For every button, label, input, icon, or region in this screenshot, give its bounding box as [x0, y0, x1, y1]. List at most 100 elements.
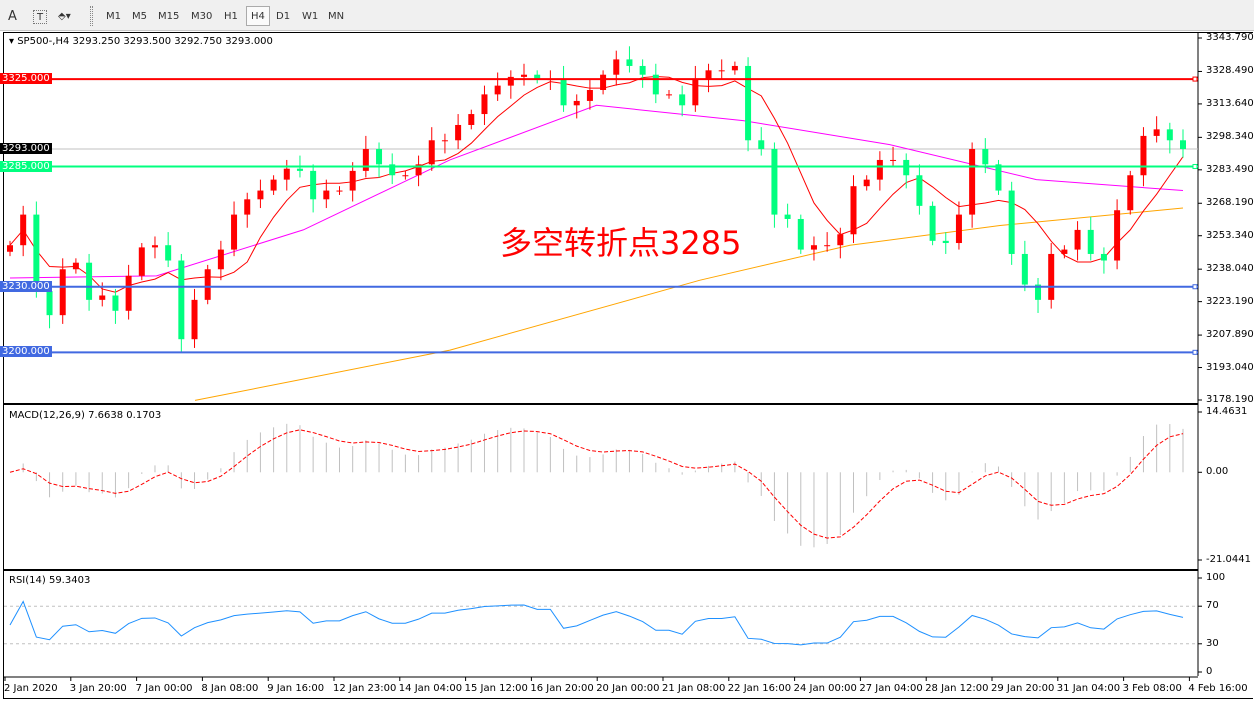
timeframe-m5[interactable]: M5: [132, 11, 147, 22]
candle-body: [665, 94, 672, 96]
time-axis-label: 3 Feb 08:00: [1122, 683, 1182, 694]
current-price-tag: 3293.000: [0, 143, 52, 155]
chart-symbol-info: SP500-,H4 3293.250 3293.500 3292.750 329…: [17, 36, 273, 47]
line-handle: [1192, 164, 1198, 170]
timeframe-h4[interactable]: H4: [246, 6, 270, 26]
candle-body: [494, 85, 501, 95]
candle-body: [1127, 175, 1134, 211]
timeframe-m30[interactable]: M30: [191, 11, 213, 22]
pivot-annotation[interactable]: 多空转折点3285: [500, 224, 742, 262]
candle-body: [586, 90, 593, 101]
candle-body: [824, 245, 831, 247]
candle-body: [929, 205, 936, 241]
candle-body: [903, 159, 910, 176]
candle-body: [718, 70, 725, 72]
candle-body: [507, 76, 514, 86]
timeframe-m15[interactable]: M15: [158, 11, 180, 22]
candle-body: [692, 79, 699, 106]
candle-body: [982, 149, 989, 165]
candle-body: [1035, 284, 1042, 300]
candle-body: [1021, 253, 1028, 285]
price-tick-label: 3193.040: [1206, 361, 1254, 373]
time-axis-label: 27 Jan 04:00: [859, 683, 923, 694]
timeframe-d1[interactable]: D1: [276, 11, 291, 22]
candle-body: [600, 74, 607, 91]
line-handle: [1192, 76, 1198, 82]
price-tick-label: 3328.490: [1206, 65, 1254, 77]
candle-body: [33, 214, 40, 292]
time-axis-label: 31 Jan 04:00: [1056, 683, 1121, 694]
candle-body: [1114, 210, 1121, 261]
candle-body: [639, 65, 646, 75]
line-handle: [1192, 284, 1198, 290]
candle-body: [481, 94, 488, 115]
price-tick-label: 3283.490: [1206, 163, 1254, 175]
rsi-axis-label: 0: [1206, 666, 1213, 677]
time-axis-label: 15 Jan 12:00: [464, 683, 528, 694]
time-axis-label: 29 Jan 20:00: [991, 683, 1055, 694]
candle-body: [705, 70, 712, 80]
candle-body: [679, 94, 686, 106]
candle-body: [784, 214, 791, 219]
candle-body: [652, 74, 659, 95]
timeframe-m1[interactable]: M1: [106, 11, 121, 22]
candle-body: [613, 59, 620, 75]
candle-body: [376, 149, 383, 165]
text-label-tool-icon[interactable]: T: [33, 10, 47, 24]
candle-body: [283, 168, 290, 180]
collapse-icon[interactable]: ▾: [9, 36, 18, 47]
candle-body: [995, 164, 1002, 191]
line-handle: [1192, 349, 1198, 355]
toolbar: A T ⬘▾ M1 M5 M15 M30 H1 H4 D1 W1 MN: [0, 0, 1254, 31]
candle-body: [46, 291, 53, 316]
chart-title: ▾ SP500-,H4 3293.250 3293.500 3292.750 3…: [9, 36, 273, 47]
candle-body: [771, 149, 778, 215]
candle-body: [1008, 190, 1015, 254]
candle-body: [59, 269, 66, 316]
macd-title: MACD(12,26,9) 7.6638 0.1703: [9, 410, 162, 421]
timeframe-h1[interactable]: H1: [224, 11, 238, 22]
candle-body: [244, 199, 251, 215]
price-tag-3230: 3230.000: [0, 280, 52, 292]
candle-body: [20, 214, 27, 246]
timeframe-mn[interactable]: MN: [328, 11, 345, 22]
candle-body: [441, 140, 448, 142]
time-axis-label: 14 Jan 04:00: [398, 683, 463, 694]
candle-body: [1166, 129, 1173, 141]
candle-body: [86, 262, 93, 300]
candle-body: [890, 159, 897, 161]
candle-body: [534, 74, 541, 80]
candle-body: [323, 190, 330, 200]
candle-body: [389, 164, 396, 176]
time-axis-label: 8 Jan 08:00: [201, 683, 259, 694]
candle-body: [1048, 253, 1055, 300]
candle-body: [1153, 129, 1160, 136]
arrows-tool-icon[interactable]: ⬘▾: [58, 11, 71, 22]
price-tick-label: 3178.190: [1206, 394, 1254, 405]
candle-body: [573, 100, 580, 106]
candle-body: [916, 175, 923, 206]
candle-body: [402, 175, 409, 177]
candle-body: [455, 124, 462, 141]
candle-body: [310, 170, 317, 200]
time-axis-label: 4 Feb 16:00: [1188, 683, 1248, 694]
rsi-title: RSI(14) 59.3403: [9, 575, 91, 586]
price-tick-label: 3238.040: [1206, 263, 1254, 275]
candle-body: [969, 149, 976, 215]
price-tick-label: 3207.890: [1206, 329, 1254, 341]
candle-body: [1180, 140, 1186, 150]
macd-axis-label: 14.4631: [1206, 406, 1248, 417]
candle-body: [468, 114, 475, 125]
candle-body: [270, 179, 277, 191]
candle-body: [125, 275, 132, 311]
candle-body: [178, 260, 185, 340]
candle-body: [942, 240, 949, 244]
timeframe-w1[interactable]: W1: [302, 11, 319, 22]
candle-body: [72, 262, 79, 270]
candle-body: [1061, 249, 1068, 254]
text-tool-icon[interactable]: A: [8, 9, 17, 24]
time-axis-label: 16 Jan 20:00: [530, 683, 594, 694]
time-axis-label: 7 Jan 00:00: [135, 683, 193, 694]
rsi-axis-label: 100: [1206, 572, 1226, 583]
